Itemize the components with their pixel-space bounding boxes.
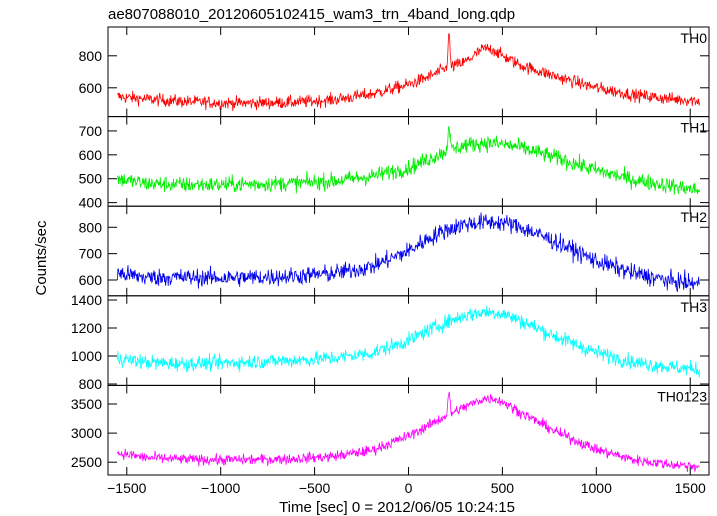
x-tick-label: 500 <box>491 480 515 496</box>
y-tick-label: 1400 <box>71 292 102 308</box>
series-name-th3: TH3 <box>681 299 708 315</box>
series-line-th2 <box>117 212 700 292</box>
series-line-th0123 <box>117 391 700 473</box>
y-tick-label: 1000 <box>71 348 102 364</box>
x-tick-label: −1000 <box>201 480 241 496</box>
y-tick-label: 500 <box>79 171 103 187</box>
series-line-th1 <box>117 126 700 195</box>
panel-th1: 400 500 600 700 TH1 <box>79 116 710 211</box>
x-tick-label: 0 <box>405 480 413 496</box>
y-tick-label: 800 <box>79 48 103 64</box>
series-line-th3 <box>117 305 700 378</box>
x-tick-label: −1500 <box>107 480 147 496</box>
y-tick-label: 600 <box>79 272 103 288</box>
y-tick-label: 3000 <box>71 425 102 441</box>
y-axis-label: Counts/sec <box>33 220 50 296</box>
panel-th3: 800 1000 1200 1400 TH3 <box>71 292 710 392</box>
y-tick-label: 1200 <box>71 320 102 336</box>
series-line-th0 <box>117 33 700 112</box>
x-axis-label: Time [sec] 0 = 2012/06/05 10:24:15 <box>279 499 515 516</box>
chart-title: ae807088010_20120605102415_wam3_trn_4ban… <box>108 6 515 23</box>
x-tick-label: −500 <box>299 480 331 496</box>
y-tick-label: 700 <box>79 246 103 262</box>
series-name-th0: TH0 <box>681 30 708 46</box>
y-tick-label: 2500 <box>71 454 102 470</box>
panel-frame <box>107 26 710 118</box>
panel-th0123: 2500 3000 3500 TH0123 <box>71 384 710 476</box>
series-name-th0123: TH0123 <box>657 388 707 404</box>
y-tick-label: 600 <box>79 80 103 96</box>
panel-th0: 600 800 TH0 <box>79 26 710 118</box>
x-tick-label: 1000 <box>581 480 612 496</box>
panel-th2: 600 700 800 TH2 <box>79 205 710 297</box>
y-tick-label: 400 <box>79 195 103 211</box>
y-tick-label: 600 <box>79 147 103 163</box>
x-tick-label: 1500 <box>675 480 706 496</box>
y-tick-label: 800 <box>79 219 103 235</box>
series-name-th2: TH2 <box>681 209 708 225</box>
chart-panels: 600 800 TH0 400 500 600 700 TH1 600 700 800 TH2 800 1… <box>71 26 710 496</box>
y-tick-label: 700 <box>79 123 103 139</box>
series-name-th1: TH1 <box>681 120 708 136</box>
y-tick-label: 3500 <box>71 396 102 412</box>
y-tick-label: 800 <box>79 376 103 392</box>
